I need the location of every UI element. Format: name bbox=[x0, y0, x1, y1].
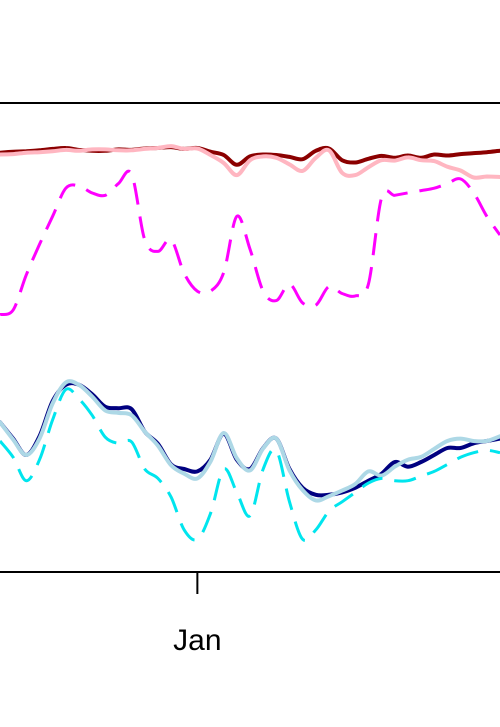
plot-frame bbox=[0, 102, 500, 573]
series-layer bbox=[0, 144, 500, 542]
series-line-3 bbox=[0, 169, 500, 317]
series-line-6 bbox=[0, 387, 500, 542]
series-line-4 bbox=[0, 381, 500, 498]
x-axis-ticks: Jan bbox=[173, 572, 222, 657]
series-line-5 bbox=[0, 379, 500, 503]
series-line-2 bbox=[0, 144, 500, 180]
x-tick-label: Jan bbox=[173, 624, 221, 657]
